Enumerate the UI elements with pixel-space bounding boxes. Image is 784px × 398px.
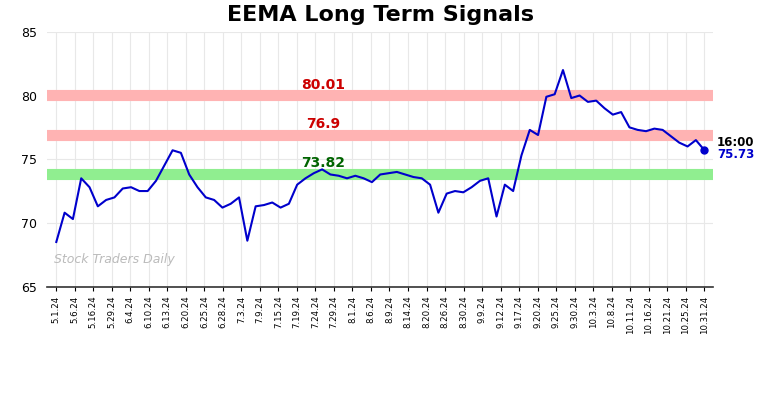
Text: 80.01: 80.01 bbox=[301, 78, 345, 92]
Text: Stock Traders Daily: Stock Traders Daily bbox=[53, 253, 175, 266]
Text: 76.9: 76.9 bbox=[306, 117, 340, 131]
Title: EEMA Long Term Signals: EEMA Long Term Signals bbox=[227, 5, 534, 25]
Text: 16:00: 16:00 bbox=[717, 137, 755, 149]
Text: 75.73: 75.73 bbox=[717, 148, 754, 162]
Text: 73.82: 73.82 bbox=[301, 156, 345, 170]
